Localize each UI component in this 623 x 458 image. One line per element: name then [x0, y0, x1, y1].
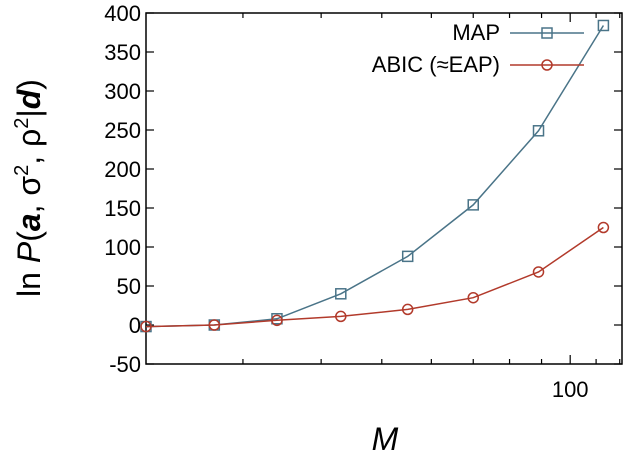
y-tick-label: 0 [129, 313, 141, 338]
data-point-abic [401, 303, 414, 316]
data-point-abic [467, 291, 479, 304]
series-line-1 [145, 226, 604, 328]
plot-frame [145, 12, 623, 365]
y-tick-label: -50 [109, 352, 141, 377]
data-point-map [467, 199, 479, 211]
legend-marker-map [541, 27, 553, 39]
data-point-map [532, 125, 545, 137]
data-point-map [335, 288, 347, 300]
data-point-map [597, 19, 610, 32]
y-tick-label: 200 [104, 157, 141, 182]
series-layer [140, 19, 610, 333]
y-tick-label: 150 [104, 196, 141, 221]
data-point-abic [532, 266, 545, 278]
data-point-abic [140, 320, 152, 333]
y-axis: -50 0 50 100 150 200 250 300 350 400 [104, 1, 622, 377]
x-axis-title: M [372, 421, 399, 457]
legend-label-map: MAP [452, 20, 500, 45]
y-axis-title: ln P(a, σ2, ρ2|d) [11, 79, 47, 297]
data-point-abic [208, 319, 221, 331]
y-tick-label: 400 [104, 1, 141, 26]
data-point-abic [335, 310, 347, 323]
y-tick-label: 350 [104, 40, 141, 65]
data-point-map [401, 250, 414, 263]
legend: MAP ABIC (≈EAP) [372, 20, 584, 77]
data-point-abic [271, 314, 283, 327]
legend-label-abic: ABIC (≈EAP) [372, 52, 500, 77]
x-tick-label: 100 [552, 377, 589, 402]
y-tick-label: 100 [104, 235, 141, 260]
x-axis: 100 [242, 13, 621, 402]
legend-marker-abic [541, 59, 553, 71]
y-tick-label: 50 [117, 274, 141, 299]
y-tick-label: 250 [104, 118, 141, 143]
y-tick-label: 300 [104, 79, 141, 104]
data-point-abic [597, 221, 610, 234]
